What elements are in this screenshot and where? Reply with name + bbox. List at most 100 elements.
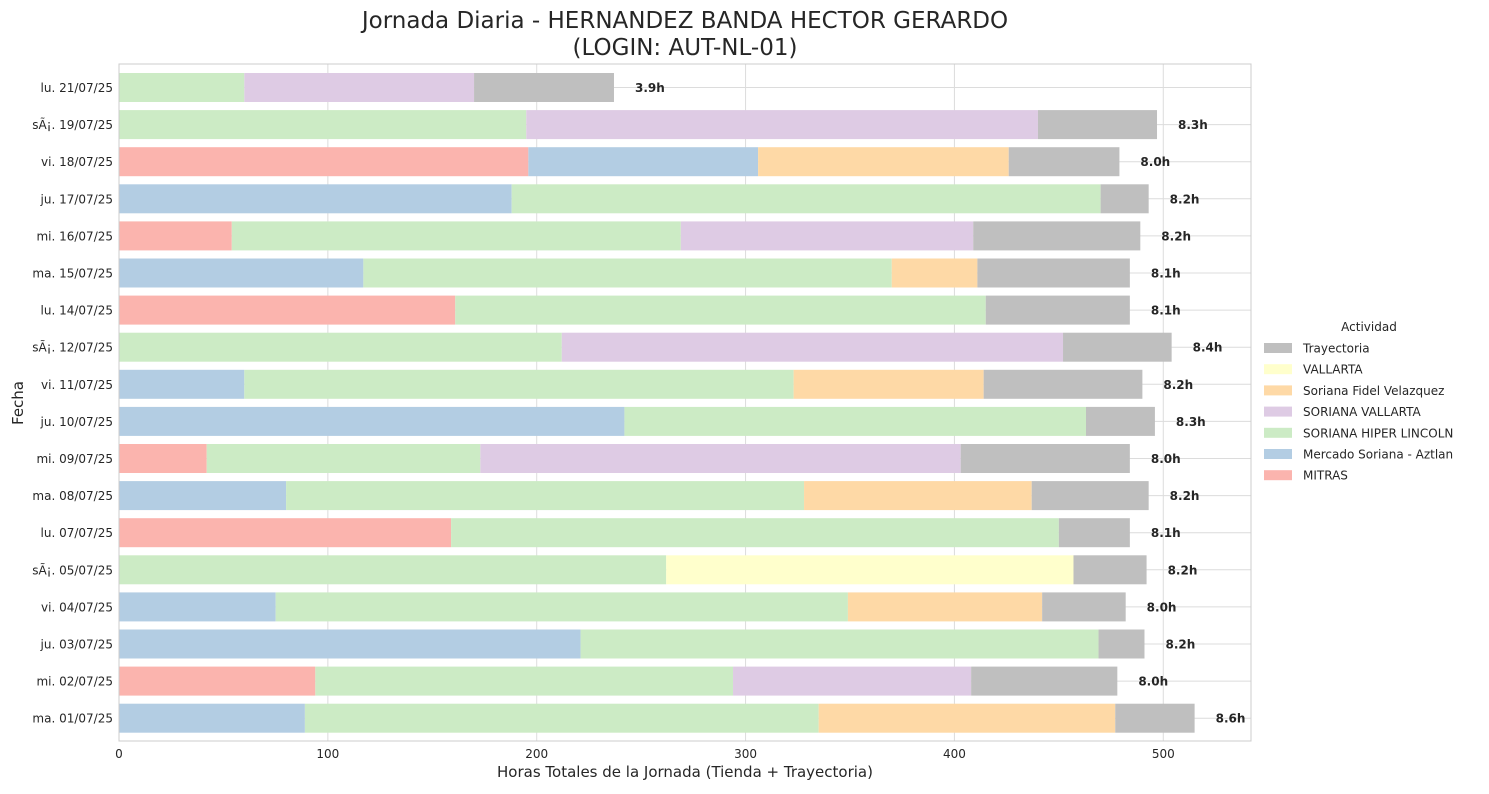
x-tick-label: 500 [1152, 747, 1175, 761]
legend-label: VALLARTA [1303, 363, 1363, 377]
bar-segment [793, 369, 984, 399]
y-tick-label: ma. 15/07/25 [32, 267, 113, 281]
bar-total-label: 8.1h [1151, 267, 1181, 281]
plot-frame [118, 63, 1252, 742]
bar-segment [304, 703, 819, 733]
y-tick-label: ju. 03/07/25 [40, 638, 113, 652]
bar-segment [119, 147, 529, 177]
bar-segment [1073, 555, 1147, 585]
bar-segment [244, 73, 475, 102]
y-tick-label: mi. 09/07/25 [36, 452, 113, 466]
legend-label: MITRAS [1303, 469, 1348, 483]
bar-segment [206, 444, 481, 473]
legend-title: Actividad [1341, 320, 1397, 334]
bar-segment [119, 406, 625, 436]
legend-label: Soriana Fidel Velazquez [1303, 384, 1444, 398]
bar-segment [231, 221, 681, 251]
legend: Actividad Trayectoria VALLARTA Soriana Fid… [1264, 320, 1453, 483]
y-tick-label: sÃ¡. 05/07/25 [32, 562, 113, 577]
bar-segment [983, 369, 1143, 399]
x-tick-label: 300 [734, 747, 757, 761]
bar-segment [119, 110, 527, 140]
bar-total-label: 8.0h [1151, 452, 1181, 466]
bar-total-label: 8.2h [1170, 192, 1200, 206]
y-tick-label: ju. 17/07/25 [40, 192, 113, 206]
bar-segment [1042, 592, 1126, 622]
bar-segment [960, 444, 1130, 473]
bar-total-label: 8.3h [1178, 118, 1208, 132]
chart-title-line1: Jornada Diaria - HERNANDEZ BANDA HECTOR … [360, 8, 1008, 34]
bar-segment [119, 332, 562, 362]
bar-segment [119, 481, 287, 511]
legend-swatch [1264, 385, 1292, 396]
bar-segment [455, 295, 986, 325]
bar-segment [275, 592, 848, 622]
y-tick-label: vi. 18/07/25 [41, 155, 113, 169]
bar-total-label: 8.2h [1168, 563, 1198, 577]
y-tick-label: vi. 04/07/25 [41, 600, 113, 614]
bar-segment [119, 592, 276, 622]
y-tick-label: lu. 14/07/25 [41, 304, 113, 318]
y-tick-label: ma. 08/07/25 [32, 489, 113, 503]
legend-swatch [1264, 427, 1292, 438]
bar-segment [1115, 703, 1195, 733]
bar-total-label: 8.0h [1138, 675, 1168, 689]
bar-segment [119, 184, 512, 214]
x-tick-label: 200 [525, 747, 548, 761]
bar-segment [119, 666, 316, 696]
y-tick-label: ma. 01/07/25 [32, 712, 113, 726]
bar-segment [286, 481, 805, 511]
bar-segment [119, 629, 581, 659]
bar-segment [666, 555, 1074, 585]
bar-segment [1058, 518, 1130, 548]
bar-segment [119, 703, 305, 733]
y-tick-label: lu. 21/07/25 [41, 81, 113, 95]
bar-segment [511, 184, 1101, 214]
bar-segment [1031, 481, 1149, 511]
legend-swatch [1264, 449, 1292, 459]
bar-segment [1098, 629, 1145, 659]
y-tick-label: vi. 11/07/25 [41, 378, 113, 392]
bar-total-label: 8.2h [1170, 489, 1200, 503]
y-tick-label: mi. 02/07/25 [36, 675, 113, 689]
bar-segment [119, 73, 245, 102]
y-tick-label: sÃ¡. 12/07/25 [32, 340, 113, 355]
bar-segment [971, 666, 1118, 696]
bar-total-label: 3.9h [635, 81, 665, 95]
labels-layer: 0 100 200 300 400 500 lu. 21/07/25 sÃ¡. 19/07/2… [32, 81, 1245, 761]
chart-title-line2: (LOGIN: AUT-NL-01) [573, 35, 798, 61]
bar-segment [891, 258, 978, 288]
bar-total-label: 8.0h [1140, 155, 1170, 169]
bar-segment [119, 518, 452, 548]
bar-segment [977, 258, 1130, 288]
bar-segment [624, 406, 1087, 436]
bar-segment [119, 221, 232, 251]
bar-segment [315, 666, 734, 696]
bar-segment [474, 73, 614, 102]
legend-swatch [1264, 406, 1292, 417]
x-tick-label: 100 [316, 747, 339, 761]
y-tick-label: lu. 07/07/25 [41, 526, 113, 540]
bar-segment [1063, 332, 1172, 362]
bar-total-label: 8.2h [1165, 638, 1195, 652]
bar-total-label: 8.4h [1193, 341, 1223, 355]
bar-segment [119, 295, 456, 325]
bar-segment [1037, 110, 1158, 140]
bar-total-label: 8.0h [1147, 600, 1177, 614]
legend-swatch [1264, 364, 1292, 375]
bar-segment [680, 221, 974, 251]
bars-layer [119, 73, 1195, 733]
bar-segment [451, 518, 1059, 548]
bar-segment [561, 332, 1064, 362]
bar-total-label: 8.1h [1151, 304, 1181, 318]
legend-label: SORIANA VALLARTA [1303, 405, 1422, 419]
bar-segment [244, 369, 794, 399]
bar-segment [119, 258, 364, 288]
bar-total-label: 8.1h [1151, 526, 1181, 540]
bar-total-label: 8.2h [1161, 229, 1191, 243]
bar-segment [1008, 147, 1120, 177]
y-tick-label: mi. 16/07/25 [36, 229, 113, 243]
legend-label: SORIANA HIPER LINCOLN [1303, 426, 1453, 440]
bar-segment [528, 147, 759, 177]
